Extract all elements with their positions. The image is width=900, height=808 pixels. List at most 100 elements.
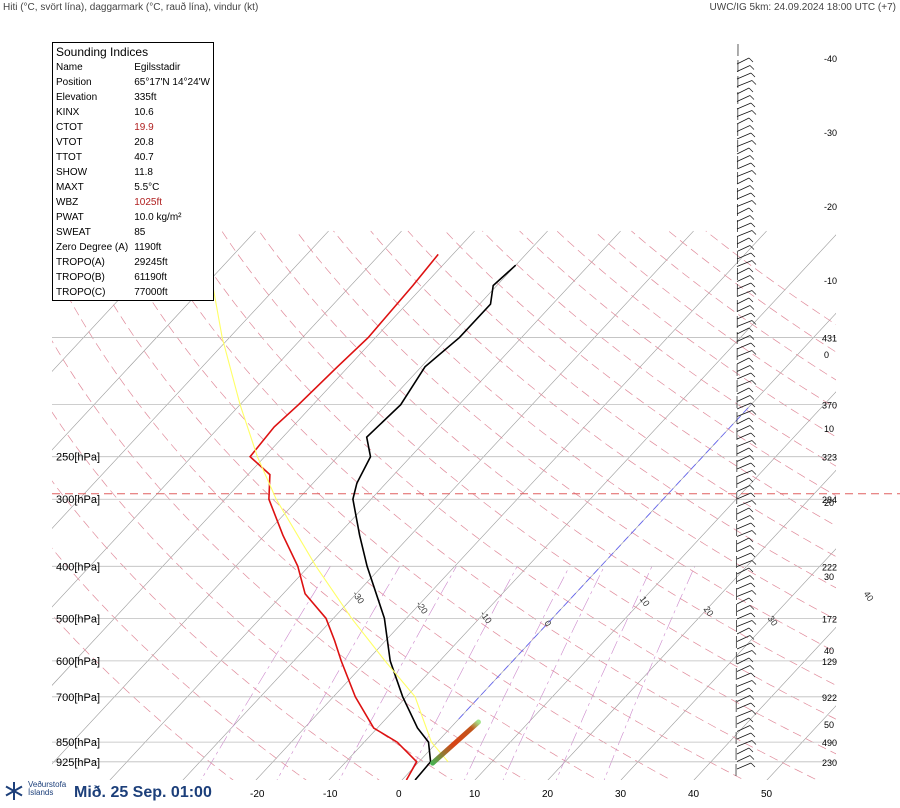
- right-axis-label: 20: [824, 498, 834, 508]
- wind-barb: [736, 125, 755, 132]
- right-axis-label: 0: [824, 350, 829, 360]
- index-key: KINX: [56, 107, 80, 118]
- height-label: 284: [822, 495, 837, 505]
- dry-adiabat-line: [407, 230, 836, 557]
- right-axis-label: -20: [824, 202, 837, 212]
- index-key: MAXT: [56, 182, 84, 193]
- wind-barb: [736, 185, 755, 192]
- indices-row: TTOT 40.7: [53, 150, 213, 165]
- indices-row: CTOT 19.9: [53, 120, 213, 135]
- indices-row: SHOW 11.8: [53, 165, 213, 180]
- height-label: 172: [822, 614, 837, 624]
- wind-barb: [736, 552, 756, 560]
- dewpoint-line: [249, 253, 439, 780]
- pressure-label: 400[hPa]: [56, 561, 100, 573]
- isotherm-line: [693, 626, 836, 780]
- wind-barb: [736, 365, 755, 372]
- mixing-ratio-line: [464, 566, 570, 780]
- dry-adiabat-line: [72, 230, 672, 780]
- wind-barb: [736, 695, 755, 702]
- height-label: 490: [822, 738, 837, 748]
- height-label: 370: [822, 401, 837, 411]
- wind-barb: [736, 80, 757, 87]
- wind-barb: [736, 710, 757, 717]
- indices-row: Position 65°17'N 14°24'W: [53, 75, 213, 90]
- wind-barb: [736, 320, 757, 327]
- isotherm-line: [52, 230, 256, 451]
- isotherm-line: [255, 230, 767, 780]
- index-value: 11.8: [134, 167, 153, 178]
- dry-adiabat-line: [146, 230, 818, 780]
- dry-adiabat-line: [370, 230, 836, 589]
- index-key: Elevation: [56, 92, 98, 103]
- right-axis-label: 30: [824, 572, 834, 582]
- wind-barb: [736, 425, 755, 432]
- isotherm-line: [401, 312, 836, 780]
- index-key: TROPO(B): [56, 272, 105, 283]
- index-key: VTOT: [56, 137, 83, 148]
- wind-barb: [736, 170, 757, 177]
- vedurstofa-logo: Veðurstofa Íslands: [2, 779, 66, 805]
- indices-row: SWEAT 85: [53, 225, 213, 240]
- wind-barb: [736, 395, 755, 402]
- wind-barb: [736, 762, 756, 770]
- dry-adiabat-line: [519, 230, 836, 467]
- wind-barb: [736, 597, 754, 605]
- isotherm-line: [52, 230, 548, 765]
- index-value: 77000ft: [134, 287, 168, 298]
- wind-barb: [736, 95, 755, 102]
- dry-adiabat-line: [52, 547, 307, 780]
- header-model-run: UWC/IG 5km: 24.09.2024 18:00 UTC (+7): [709, 2, 896, 13]
- height-label: 230: [822, 758, 837, 768]
- wind-barb: [736, 260, 757, 267]
- wind-barb: [736, 402, 756, 410]
- index-key: Zero Degree (A): [56, 242, 129, 253]
- pressure-label: 300[hPa]: [56, 494, 100, 506]
- wind-barb: [736, 380, 757, 387]
- wind-barb: [736, 477, 754, 485]
- index-value: 5.5°C: [134, 182, 160, 193]
- isotherm-line: [52, 230, 110, 294]
- height-label: 922: [822, 693, 837, 703]
- dry-adiabat-line: [52, 340, 526, 780]
- indices-row: MAXT 5.5°C: [53, 180, 213, 195]
- isotherm-line: [547, 469, 836, 780]
- pressure-label: 600[hPa]: [56, 656, 100, 668]
- index-value: Egilsstadir: [134, 62, 181, 73]
- wind-barb: [736, 237, 754, 245]
- pressure-label: 700[hPa]: [56, 692, 100, 704]
- wind-barb: [736, 500, 757, 507]
- indices-row: PWAT 10.0 kg/m²: [53, 210, 213, 225]
- dry-adiabat-line: [52, 411, 453, 780]
- index-key: PWAT: [56, 212, 84, 223]
- wind-barb: [736, 657, 754, 665]
- dry-adiabat-line: [556, 230, 836, 438]
- index-key: TROPO(A): [56, 257, 105, 268]
- org-name: Veðurstofa Íslands: [28, 780, 67, 797]
- pressure-label: 850[hPa]: [56, 737, 100, 749]
- dry-adiabat-line: [705, 230, 836, 325]
- wind-barb: [736, 252, 756, 260]
- mixing-ratio-line: [555, 566, 653, 780]
- wind-barb: [736, 192, 756, 200]
- wind-barb: [736, 342, 756, 350]
- header-description: Hiti (°C, svört lína), daggarmark (°C, r…: [3, 2, 259, 13]
- right-axis-label: 40: [824, 646, 834, 656]
- temp-tick-label: 0: [396, 789, 402, 800]
- mixing-ratio-line: [200, 566, 331, 780]
- wind-barb: [736, 335, 755, 342]
- wind-barb: [736, 582, 756, 590]
- wind-barb: [736, 665, 755, 672]
- isotherm-line: [52, 230, 183, 372]
- wind-barb: [736, 545, 755, 552]
- wind-barb: [736, 162, 756, 170]
- temp-tick-label: -10: [323, 789, 338, 800]
- isotherm-value-label: 40: [862, 589, 876, 603]
- wind-barb: [736, 410, 757, 417]
- wind-barb: [736, 507, 754, 515]
- wind-barb: [736, 432, 756, 440]
- indices-row: TROPO(C) 77000ft: [53, 285, 213, 300]
- wind-barb: [736, 65, 755, 72]
- isotherm-line: [0, 231, 37, 791]
